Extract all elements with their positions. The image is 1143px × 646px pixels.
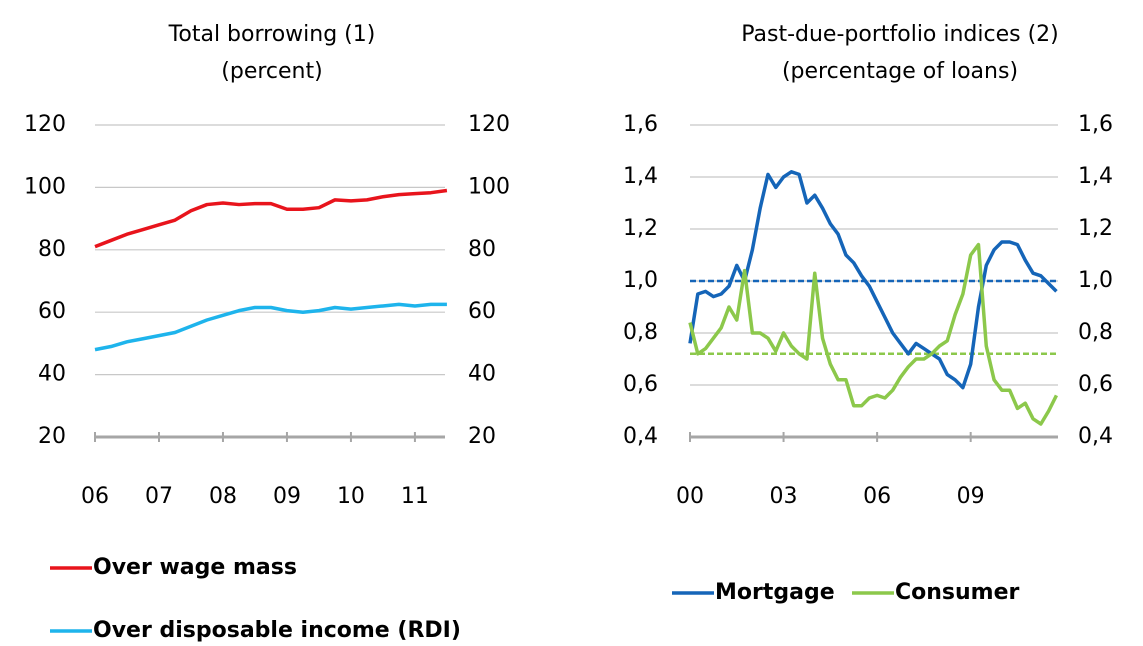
x-tick-label: 09	[273, 484, 301, 509]
series-line	[688, 242, 1059, 426]
x-tick-label: 06	[81, 484, 109, 509]
x-tick-label: 10	[337, 484, 365, 509]
x-tick-label: 03	[770, 484, 798, 509]
series-line	[688, 170, 1058, 390]
x-tick-label: 00	[676, 484, 704, 509]
y-tick-label: 40	[38, 362, 66, 387]
x-tick-label: 08	[209, 484, 237, 509]
y-tick-label: 1,2	[623, 216, 658, 241]
y2-tick-label: 1,6	[1078, 112, 1113, 137]
y-tick-label: 120	[24, 112, 66, 137]
y-tick-label: 100	[24, 174, 66, 199]
y-tick-label: 80	[38, 237, 66, 262]
legend-label: Over disposable income (RDI)	[93, 618, 461, 643]
y2-tick-label: 0,4	[1078, 424, 1113, 449]
y2-tick-label: 60	[468, 299, 496, 324]
x-tick-label: 07	[145, 484, 173, 509]
y2-tick-label: 40	[468, 362, 496, 387]
y-tick-label: 0,8	[623, 320, 658, 345]
legend-label: Over wage mass	[93, 555, 297, 580]
y-tick-label: 0,6	[623, 372, 658, 397]
y-tick-label: 20	[38, 424, 66, 449]
legend-label: Consumer	[895, 580, 1020, 605]
y-tick-label: 60	[38, 299, 66, 324]
chart-subtitle: (percentage of loans)	[782, 59, 1018, 84]
x-tick-label: 09	[957, 484, 985, 509]
series-line	[94, 188, 448, 249]
y2-tick-label: 20	[468, 424, 496, 449]
y-tick-label: 1,6	[623, 112, 658, 137]
y2-tick-label: 0,8	[1078, 320, 1113, 345]
chart-subtitle: (percent)	[221, 59, 322, 84]
y2-tick-label: 80	[468, 237, 496, 262]
chart-title: Past-due-portfolio indices (2)	[741, 22, 1059, 47]
y2-tick-label: 1,4	[1078, 164, 1113, 189]
chart-title: Total borrowing (1)	[168, 22, 376, 47]
series-line	[94, 302, 447, 352]
y-tick-label: 1,4	[623, 164, 658, 189]
y2-tick-label: 100	[468, 174, 510, 199]
x-tick-label: 11	[401, 484, 429, 509]
y2-tick-label: 1,0	[1078, 268, 1113, 293]
y2-tick-label: 0,6	[1078, 372, 1113, 397]
y2-tick-label: 1,2	[1078, 216, 1113, 241]
y2-tick-label: 120	[468, 112, 510, 137]
y-tick-label: 1,0	[623, 268, 658, 293]
x-tick-label: 06	[863, 484, 891, 509]
legend-label: Mortgage	[715, 580, 835, 605]
y-tick-label: 0,4	[623, 424, 658, 449]
